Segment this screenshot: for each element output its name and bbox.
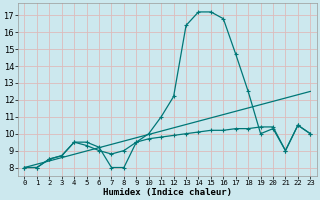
- X-axis label: Humidex (Indice chaleur): Humidex (Indice chaleur): [103, 188, 232, 197]
